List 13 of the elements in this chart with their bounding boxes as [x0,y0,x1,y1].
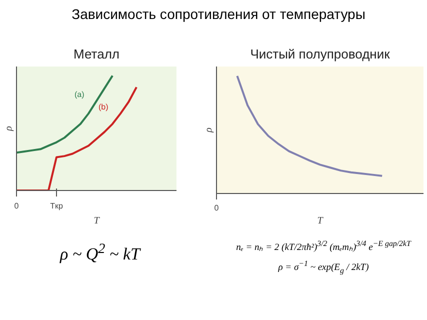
x-axis-title: T [94,216,101,226]
text: Зависимость сопротивления от температуры [72,5,366,24]
y-axis-title: ρ [204,127,214,134]
chart-title: Чистый полупроводник [250,46,390,62]
y-axis-title: ρ [4,126,14,132]
text: ρ = σ$^{−1}$ ~ exp(E$_{g}$ / 2kT) [278,259,369,276]
chart-title: Металл [74,46,120,62]
x-axis-title: T [317,216,324,226]
text: ρ ~ Q$^{2}$ ~ kT [60,240,140,266]
x-tick-label: Tкр [50,202,64,210]
series-label: (a) [74,90,85,99]
series-label: (b) [98,102,109,112]
text: nₑ = nₕ = 2 (kT/2πħ²)$^{3/2}$ (mₑmₕ)$^{3/4}$ e$^{−E gap/2kT}$ [236,239,411,254]
